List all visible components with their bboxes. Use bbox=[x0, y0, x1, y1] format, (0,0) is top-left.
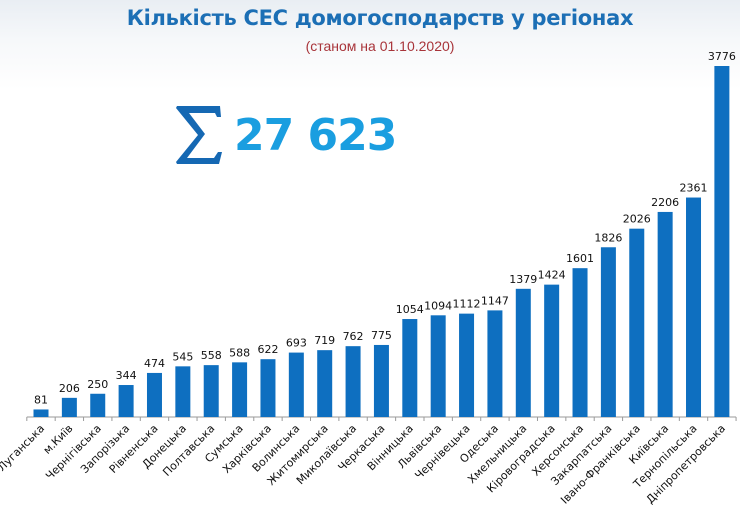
bar bbox=[629, 228, 645, 417]
bar bbox=[61, 397, 77, 417]
bar bbox=[33, 409, 49, 417]
bar bbox=[544, 284, 560, 417]
bar-value-label: 693 bbox=[286, 337, 307, 350]
bar bbox=[175, 366, 191, 417]
bar bbox=[657, 211, 673, 417]
bar bbox=[373, 344, 389, 417]
bar bbox=[600, 247, 616, 417]
bar-value-label: 1094 bbox=[424, 299, 452, 312]
bar bbox=[459, 313, 475, 417]
bar bbox=[686, 197, 702, 417]
bar bbox=[515, 288, 531, 417]
bar-value-label: 1826 bbox=[594, 231, 622, 244]
bar-value-label: 588 bbox=[229, 346, 250, 359]
bar-value-label: 2026 bbox=[623, 213, 651, 226]
bar-value-label: 1424 bbox=[538, 269, 566, 282]
bar-value-label: 1601 bbox=[566, 252, 594, 265]
bar-value-label: 344 bbox=[116, 369, 137, 382]
bar bbox=[714, 66, 730, 417]
bar-value-label: 474 bbox=[144, 357, 165, 370]
bar-value-label: 3776 bbox=[708, 50, 736, 63]
bar bbox=[288, 352, 304, 417]
bar bbox=[90, 393, 106, 417]
chart-title: Кількість СЕС домогосподарств у регіонах bbox=[126, 6, 634, 30]
bar-value-label: 2206 bbox=[651, 196, 679, 209]
bar-value-label: 206 bbox=[59, 382, 80, 395]
bar bbox=[317, 350, 333, 417]
total-summary: 27 623 bbox=[174, 104, 397, 166]
bar-value-label: 1112 bbox=[453, 298, 481, 311]
bar-value-label: 558 bbox=[201, 349, 222, 362]
bar bbox=[430, 315, 446, 417]
bar-value-label: 762 bbox=[343, 330, 364, 343]
bar bbox=[232, 362, 248, 417]
bar bbox=[118, 385, 134, 417]
bar bbox=[260, 359, 276, 417]
bar-value-label: 81 bbox=[34, 393, 48, 406]
bar-value-label: 1379 bbox=[509, 273, 537, 286]
bar bbox=[345, 346, 361, 417]
bar-value-label: 1054 bbox=[396, 303, 424, 316]
bar-value-label: 775 bbox=[371, 329, 392, 342]
bar-value-label: 622 bbox=[257, 343, 278, 356]
bar-value-label: 719 bbox=[314, 334, 335, 347]
bar bbox=[402, 319, 418, 417]
bar bbox=[146, 372, 162, 417]
bar-value-label: 2361 bbox=[680, 182, 708, 195]
sigma-icon bbox=[176, 106, 222, 164]
bar-value-label: 1147 bbox=[481, 294, 509, 307]
bar-value-label: 545 bbox=[172, 350, 193, 363]
chart-subtitle: (станом на 01.10.2020) bbox=[305, 38, 455, 54]
bar bbox=[572, 268, 588, 417]
total-value: 27 623 bbox=[234, 109, 397, 161]
bar bbox=[487, 310, 503, 417]
bar bbox=[203, 365, 219, 417]
bar-value-label: 250 bbox=[87, 378, 108, 391]
